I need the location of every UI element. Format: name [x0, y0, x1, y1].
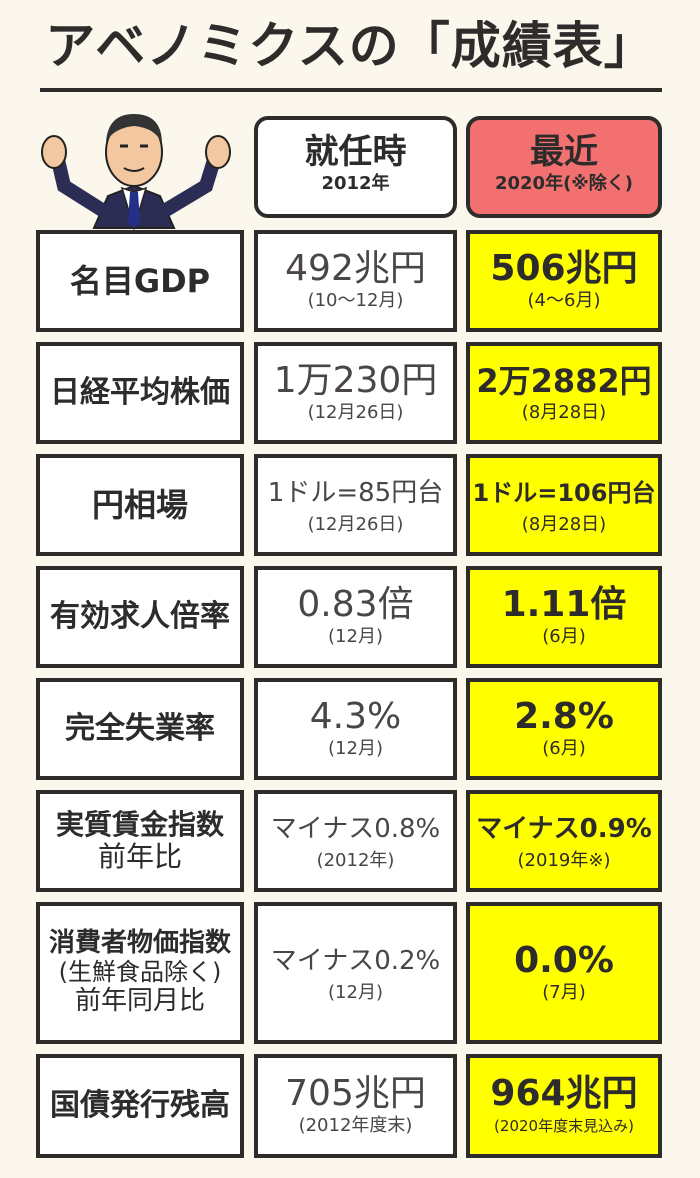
- then-cell-nikkei: 1万230円 (12月26日): [254, 342, 457, 444]
- then-value: 0.83倍: [297, 584, 414, 625]
- row-label-line: 円相場: [91, 485, 188, 524]
- now-value: 964兆円: [490, 1073, 638, 1114]
- row-label-line: 日経平均株価: [50, 374, 230, 410]
- then-value: 1万230円: [273, 360, 438, 401]
- row-label-line: 国債発行残高: [50, 1087, 230, 1123]
- then-date: (12月): [328, 738, 383, 759]
- now-date: (6月): [542, 738, 586, 759]
- now-cell-gov-debt: 964兆円 (2020年度末見込み): [466, 1054, 662, 1158]
- then-cell-gov-debt: 705兆円 (2012年度末): [254, 1054, 457, 1158]
- row-label-line: 有効求人倍率: [50, 598, 230, 634]
- header-now: 最近 2020年(※除く): [466, 116, 662, 218]
- now-value: 0.0%: [514, 940, 614, 981]
- now-value: マイナス0.9%: [476, 814, 652, 844]
- row-label-line: 前年比: [97, 840, 182, 873]
- header-then-title: 就任時: [304, 132, 407, 172]
- now-value: 2.8%: [514, 696, 614, 737]
- now-date: (2019年※): [517, 850, 611, 871]
- now-cell-cpi: 0.0% (7月): [466, 902, 662, 1044]
- now-value: 1ドル=106円台: [472, 479, 656, 507]
- then-cell-yen-rate: 1ドル=85円台 (12月26日): [254, 454, 457, 556]
- then-date: (12月): [328, 626, 383, 647]
- now-cell-job-ratio: 1.11倍 (6月): [466, 566, 662, 668]
- row-label-job-ratio: 有効求人倍率: [36, 566, 244, 668]
- man-in-suit-illustration-icon: [41, 114, 231, 230]
- row-label-gov-debt: 国債発行残高: [36, 1054, 244, 1158]
- now-value: 506兆円: [490, 248, 638, 289]
- then-value: マイナス0.2%: [270, 946, 441, 976]
- now-date: (4〜6月): [527, 290, 601, 311]
- header-then-year: 2012年: [321, 173, 390, 194]
- row-label-line: 消費者物価指数: [48, 928, 231, 959]
- row-label-real-wage: 実質賃金指数 前年比: [36, 790, 244, 892]
- row-label-unemployment: 完全失業率: [36, 678, 244, 780]
- page-title: アベノミクスの「成績表」: [45, 17, 655, 75]
- now-cell-real-wage: マイナス0.9% (2019年※): [466, 790, 662, 892]
- row-label-line: 完全失業率: [65, 710, 215, 746]
- title-underline: [40, 88, 662, 92]
- row-label-nikkei: 日経平均株価: [36, 342, 244, 444]
- header-now-year: 2020年(※除く): [494, 173, 634, 194]
- then-cell-nominal-gdp: 492兆円 (10〜12月): [254, 230, 457, 332]
- then-cell-unemployment: 4.3% (12月): [254, 678, 457, 780]
- now-cell-nikkei: 2万2882円 (8月28日): [466, 342, 662, 444]
- now-value: 2万2882円: [476, 362, 652, 400]
- header-now-title: 最近: [530, 132, 598, 172]
- row-label-nominal-gdp: 名目GDP: [36, 230, 244, 332]
- now-date: (7月): [542, 982, 586, 1003]
- row-label-line: 名目GDP: [69, 261, 211, 300]
- now-date: (8月28日): [521, 514, 607, 535]
- then-date: (12月26日): [307, 402, 404, 423]
- then-date: (2012年度末): [298, 1115, 413, 1136]
- then-date: (10〜12月): [307, 290, 404, 311]
- row-label-cpi: 消費者物価指数 (生鮮食品除く) 前年同月比: [36, 902, 244, 1044]
- now-cell-nominal-gdp: 506兆円 (4〜6月): [466, 230, 662, 332]
- then-cell-cpi: マイナス0.2% (12月): [254, 902, 457, 1044]
- row-label-line: (生鮮食品除く): [58, 958, 222, 987]
- then-date: (2012年): [316, 850, 395, 871]
- now-cell-yen-rate: 1ドル=106円台 (8月28日): [466, 454, 662, 556]
- then-date: (12月): [328, 982, 383, 1003]
- row-label-yen-rate: 円相場: [36, 454, 244, 556]
- then-date: (12月26日): [307, 514, 404, 535]
- now-cell-unemployment: 2.8% (6月): [466, 678, 662, 780]
- row-label-line: 実質賃金指数: [55, 807, 224, 841]
- now-date: (6月): [542, 626, 586, 647]
- then-cell-real-wage: マイナス0.8% (2012年): [254, 790, 457, 892]
- then-value: マイナス0.8%: [270, 814, 441, 844]
- now-value: 1.11倍: [501, 584, 627, 625]
- header-then: 就任時 2012年: [254, 116, 457, 218]
- now-date: (8月28日): [521, 402, 607, 423]
- then-value: 4.3%: [309, 696, 402, 737]
- then-value: 492兆円: [285, 248, 426, 289]
- now-date: (2020年度末見込み): [494, 1117, 634, 1135]
- then-cell-job-ratio: 0.83倍 (12月): [254, 566, 457, 668]
- then-value: 1ドル=85円台: [267, 478, 444, 508]
- then-value: 705兆円: [285, 1073, 426, 1114]
- row-label-line: 前年同月比: [74, 985, 205, 1016]
